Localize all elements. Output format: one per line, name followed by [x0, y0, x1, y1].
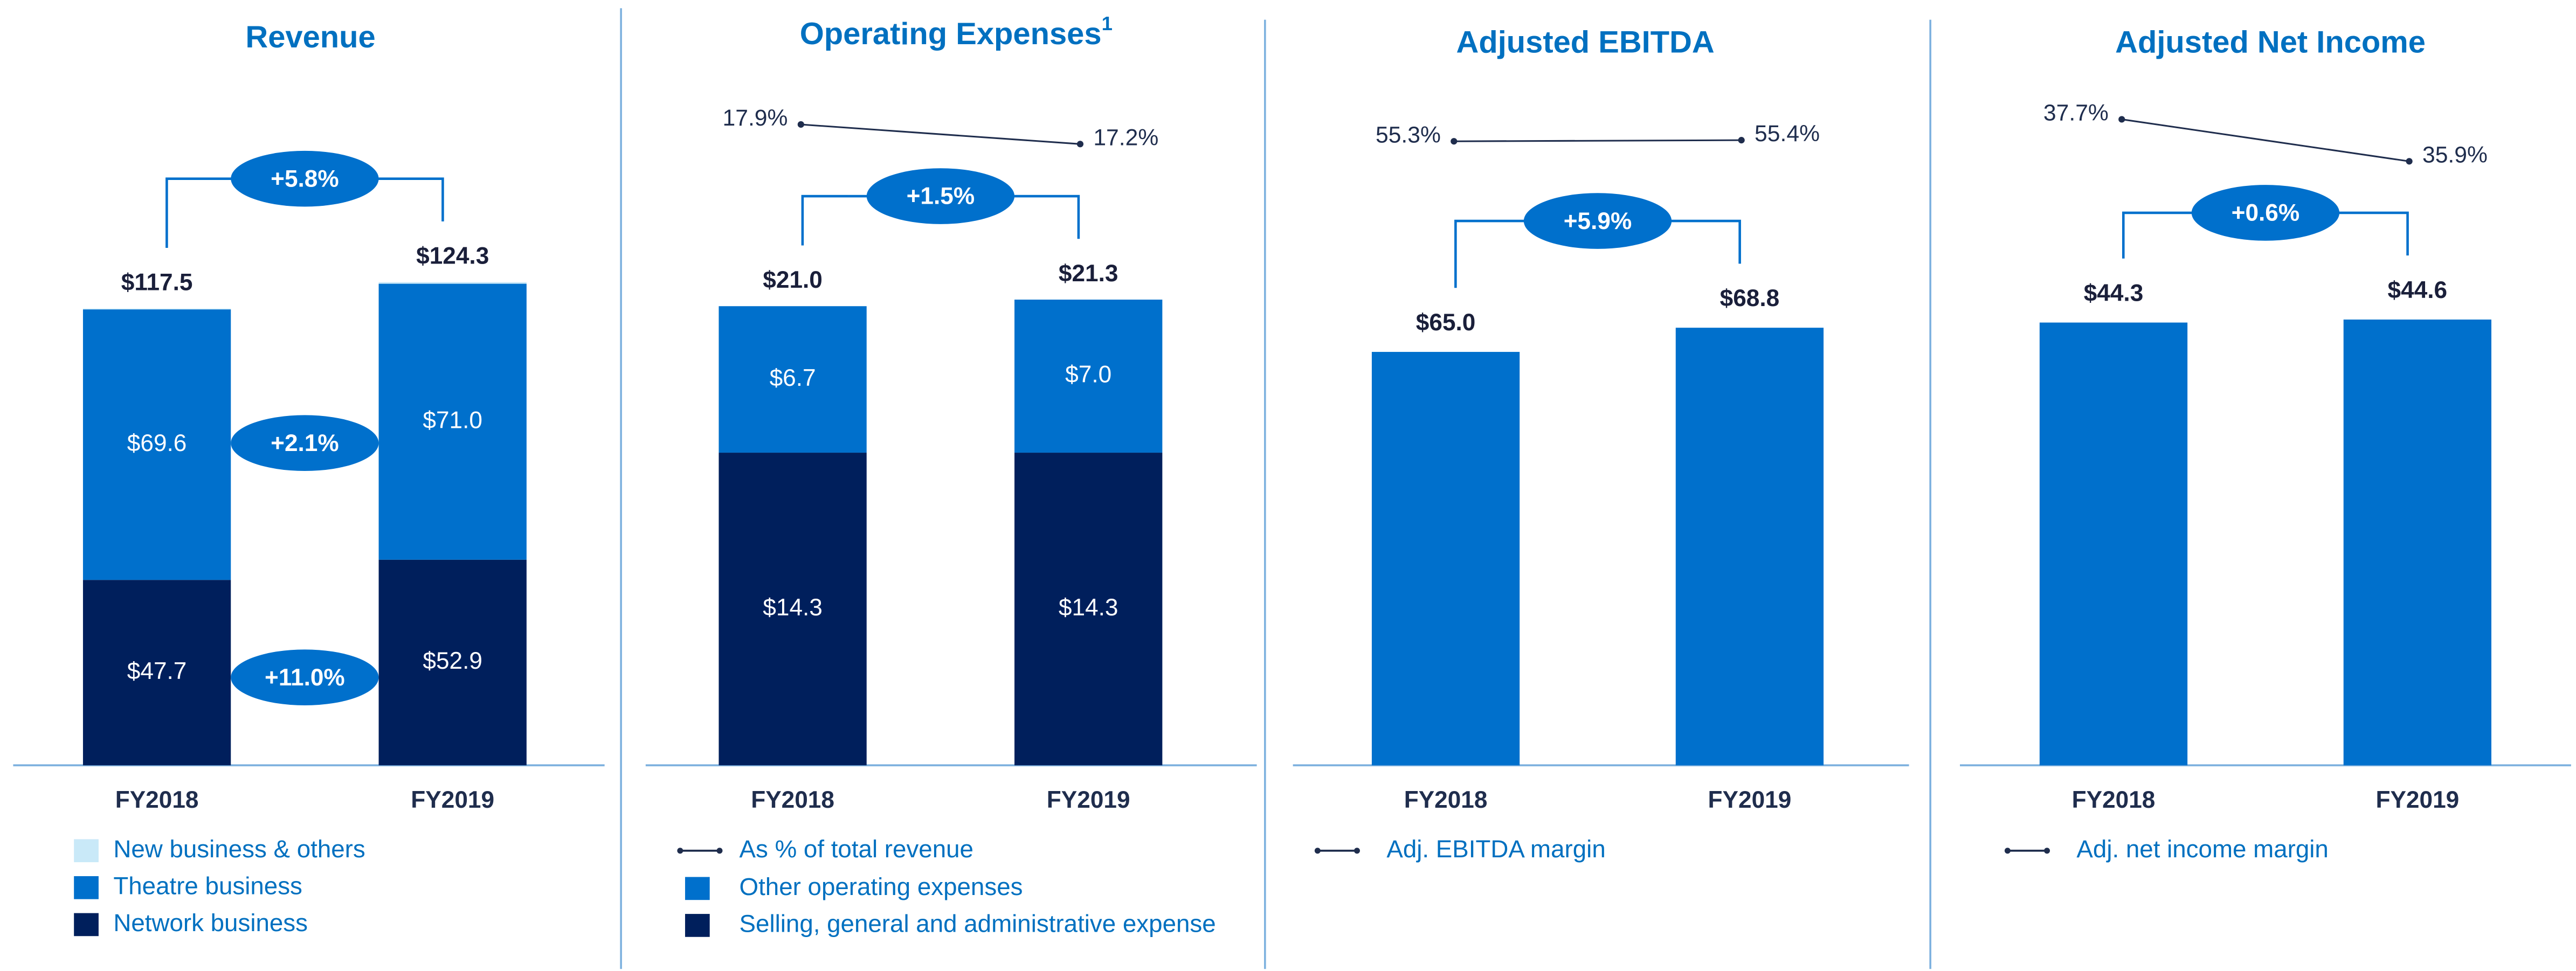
margin-label: 55.3%: [1376, 122, 1441, 148]
x-tick-label: FY2018: [115, 787, 199, 813]
x-tick-label: FY2019: [1047, 787, 1130, 813]
bar-segment: [378, 283, 527, 560]
legend-label: Theatre business: [113, 872, 302, 899]
legend-label: New business & others: [113, 835, 365, 863]
legend-dot: [1354, 848, 1360, 854]
growth-label: +11.0%: [265, 664, 345, 691]
margin-label: 17.2%: [1093, 124, 1158, 150]
margin-label: 55.4%: [1755, 121, 1820, 147]
bar-segment: [1014, 300, 1163, 453]
legend-swatch: [74, 876, 99, 899]
margin-line: [800, 123, 1081, 145]
margin-point: [797, 121, 804, 128]
margin-point: [2406, 158, 2413, 165]
growth-badge: [231, 649, 379, 705]
value-label: $68.8: [1720, 285, 1780, 311]
bar-segment: [378, 559, 527, 766]
legend-dot: [2004, 848, 2011, 854]
chart-title: Adjusted Net Income: [2115, 25, 2426, 60]
margin-label: 35.9%: [2422, 142, 2488, 168]
legend-swatch: [685, 877, 710, 900]
total-label: $124.3: [416, 243, 489, 269]
bar: [2343, 320, 2491, 766]
bar-segment: [719, 453, 867, 766]
total-label: $117.5: [121, 269, 193, 296]
title-text: Operating Expenses: [800, 17, 1102, 51]
segment-label: $14.3: [763, 594, 823, 621]
legend-dot: [1314, 848, 1321, 854]
margin-point: [2118, 116, 2125, 123]
value-label: $44.3: [2084, 280, 2144, 306]
segment-label: $52.9: [423, 648, 482, 674]
title-text: Adjusted EBITDA: [1456, 25, 1715, 60]
chart-title: Operating Expenses1: [800, 12, 1113, 51]
growth-badge: [866, 168, 1015, 224]
growth-label: +5.9%: [1564, 208, 1632, 234]
margin-point: [1738, 137, 1745, 144]
growth-label: +1.5%: [907, 183, 975, 210]
legend-label: Adj. EBITDA margin: [1386, 835, 1605, 863]
segment-label: $47.7: [127, 658, 187, 684]
legend-label: Selling, general and administrative expe…: [740, 910, 1216, 938]
x-tick-label: FY2018: [751, 787, 834, 813]
value-label: $65.0: [1416, 309, 1476, 336]
title-text: Revenue: [245, 20, 375, 54]
chart-title: Adjusted EBITDA: [1456, 25, 1715, 60]
legend-dot: [716, 848, 723, 854]
legend-dot: [2044, 848, 2050, 854]
bar-segment: [82, 309, 231, 580]
growth-label: +0.6%: [2232, 200, 2300, 226]
total-label: $21.3: [1059, 260, 1118, 287]
chart-title: Revenue: [245, 20, 375, 54]
bar-segment: [378, 282, 527, 284]
segment-label: $6.7: [770, 365, 816, 391]
bar: [1371, 352, 1520, 766]
growth-badge: [231, 150, 379, 207]
title-text: Adjusted Net Income: [2115, 25, 2426, 60]
margin-label: 37.7%: [2043, 100, 2109, 126]
bar-segment: [1014, 453, 1163, 766]
title-note: 1: [1102, 12, 1113, 34]
x-tick-label: FY2018: [1404, 787, 1488, 813]
legend-swatch: [74, 913, 99, 937]
x-tick-label: FY2018: [2072, 787, 2156, 813]
legend-label: Network business: [113, 909, 308, 937]
margin-line: [2122, 118, 2409, 162]
margin-point: [1451, 138, 1458, 145]
growth-label: +5.8%: [271, 165, 339, 192]
bar: [2039, 322, 2188, 766]
growth-label: +2.1%: [271, 430, 339, 456]
legend-label: Other operating expenses: [740, 873, 1023, 900]
segment-label: $14.3: [1059, 594, 1118, 621]
legend-swatch: [685, 914, 710, 937]
total-label: $21.0: [763, 267, 823, 293]
bar-segment: [82, 580, 231, 766]
x-tick-label: FY2019: [411, 787, 494, 813]
margin-label: 17.9%: [722, 105, 788, 131]
x-tick-label: FY2019: [1708, 787, 1792, 813]
legend-label: Adj. net income margin: [2076, 835, 2328, 863]
legend-label: As % of total revenue: [740, 835, 973, 863]
legend-dot: [677, 848, 683, 854]
segment-label: $69.6: [127, 430, 187, 456]
growth-badge: [2191, 185, 2340, 241]
x-tick-label: FY2019: [2375, 787, 2459, 813]
margin-line: [1454, 139, 1742, 142]
growth-badge: [1523, 193, 1672, 249]
segment-label: $71.0: [423, 407, 482, 433]
bar: [1675, 328, 1824, 766]
growth-badge: [231, 415, 379, 471]
value-label: $44.6: [2388, 277, 2448, 303]
margin-point: [1076, 141, 1084, 148]
bar-segment: [719, 306, 867, 453]
segment-label: $7.0: [1065, 362, 1111, 388]
legend-swatch: [74, 839, 99, 863]
